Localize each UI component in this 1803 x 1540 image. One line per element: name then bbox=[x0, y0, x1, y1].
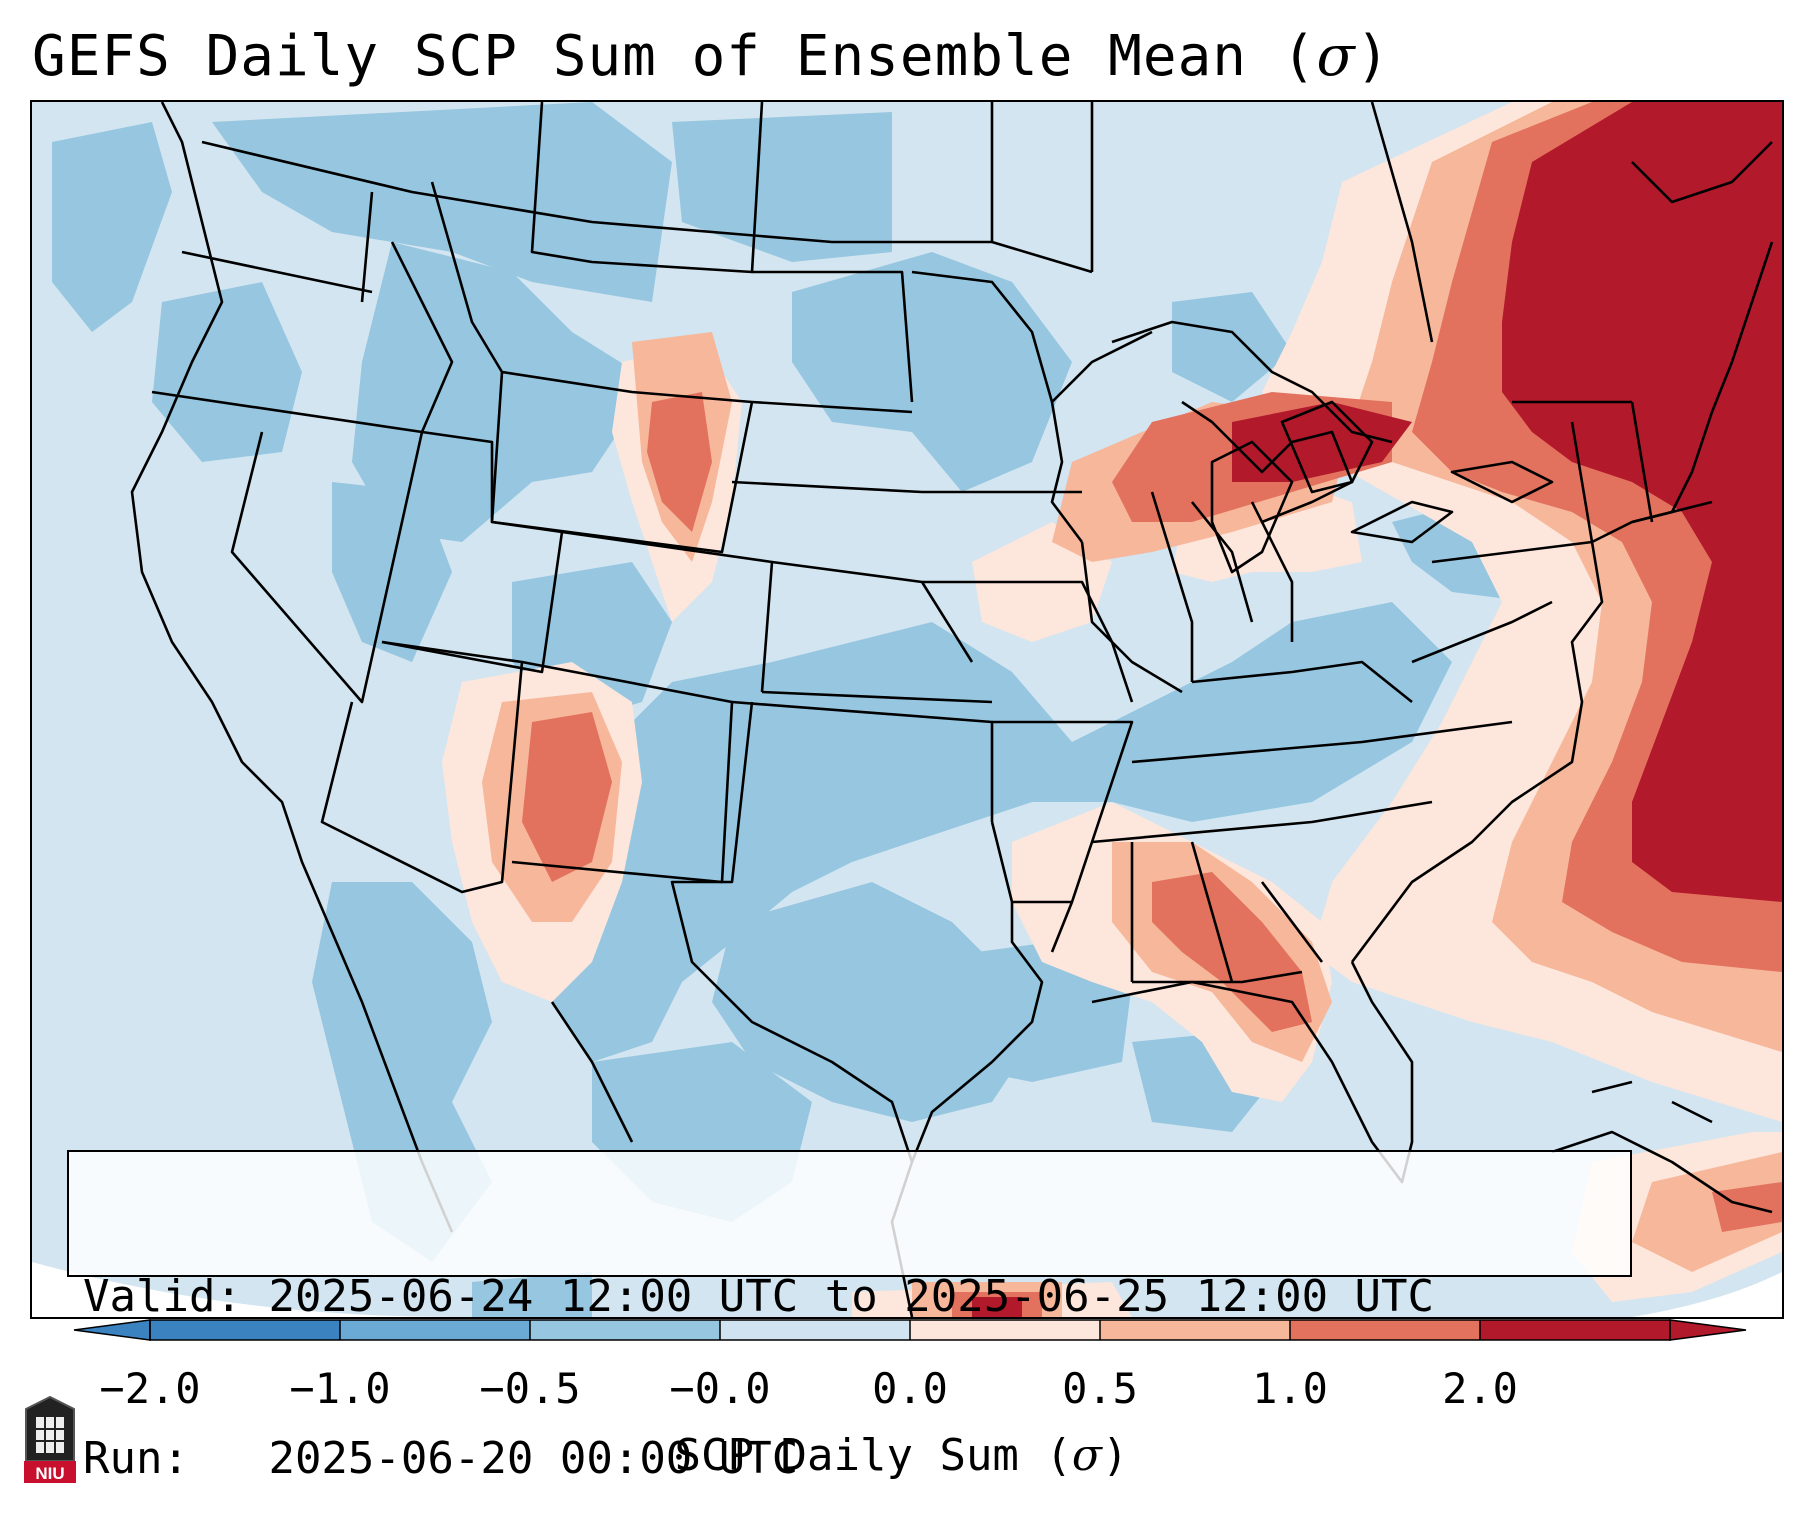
map-panel bbox=[30, 100, 1784, 1319]
valid-run-info-box: Valid: 2025-06-24 12:00 UTC to 2025-06-2… bbox=[67, 1150, 1632, 1484]
svg-text:NIU: NIU bbox=[35, 1464, 64, 1483]
colorbar-tick-label: −0.0 bbox=[669, 1364, 771, 1413]
map-svg bbox=[32, 102, 1782, 1317]
map-title: GEFS Daily SCP Sum of Ensemble Mean (σ) bbox=[32, 24, 1391, 89]
niu-logo: NIU bbox=[24, 1395, 76, 1483]
colorbar-segment bbox=[1290, 1320, 1481, 1340]
state-boundaries bbox=[130, 102, 1774, 1317]
colorbar-tick-label: 2.0 bbox=[1442, 1364, 1518, 1413]
colorbar-segment bbox=[1100, 1320, 1291, 1340]
colorbar-tick-label: 1.0 bbox=[1252, 1364, 1328, 1413]
valid-row: Valid: 2025-06-24 12:00 UTC to 2025-06-2… bbox=[83, 1271, 1435, 1322]
colorbar-tick-label: −1.0 bbox=[289, 1364, 391, 1413]
run-row: Run: 2025-06-20 00:00 UTC bbox=[83, 1433, 799, 1484]
colorbar-tick-label: −2.0 bbox=[99, 1364, 201, 1413]
colorbar-tick-label: −0.5 bbox=[479, 1364, 581, 1413]
very-strong-positive-regions bbox=[972, 102, 1782, 1317]
colorbar-segment bbox=[910, 1320, 1101, 1340]
colorbar-extend-low bbox=[73, 1319, 151, 1341]
colorbar-tick-label: 0.5 bbox=[1062, 1364, 1138, 1413]
colorbar-tick-label: 0.0 bbox=[872, 1364, 948, 1413]
projection-corner-right bbox=[1632, 1272, 1782, 1317]
colorbar-label: SCP Daily Sum (σ) bbox=[674, 1430, 1129, 1481]
colorbar-segment bbox=[150, 1320, 341, 1340]
colorbar-segment bbox=[1480, 1320, 1671, 1340]
colorbar-segment bbox=[340, 1320, 531, 1340]
projection-corner-left bbox=[32, 1262, 452, 1317]
colorbar-segment bbox=[720, 1320, 911, 1340]
colorbar-segment bbox=[530, 1320, 721, 1340]
colorbar bbox=[73, 1319, 1747, 1341]
colorbar-extend-high bbox=[1669, 1319, 1747, 1341]
